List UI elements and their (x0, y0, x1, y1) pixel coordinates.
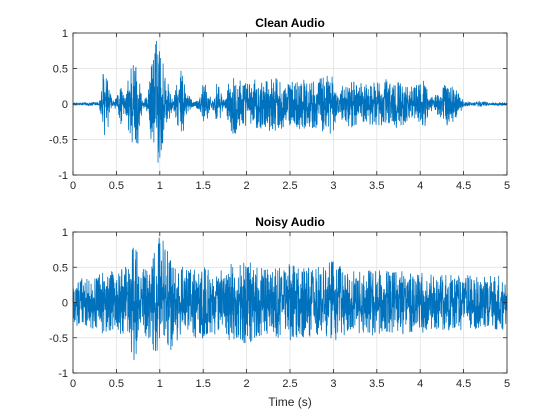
x-tick-label: 4.5 (456, 180, 471, 192)
x-tick-label: 3.5 (369, 180, 384, 192)
x-tick-label: 1.5 (196, 378, 211, 390)
x-tick-label: 4.5 (456, 378, 471, 390)
waveform-series (72, 237, 508, 361)
axes-2: 0 0.5 1 1.5 2 2.5 3 3.5 4 4.5 5 -1 -0.5 0 0.5 1 Noisy Au… (49, 215, 510, 409)
waveform-series (72, 41, 508, 163)
y-tick-label: -0.5 (49, 135, 68, 147)
x-tick-label: 0.5 (109, 378, 124, 390)
x-tick-label: 2 (244, 378, 250, 390)
y-tick-label: 1 (62, 227, 68, 239)
y-tick-label: -1 (58, 170, 68, 182)
y-tick-label: 0 (62, 99, 68, 111)
x-tick-label: 1.5 (196, 180, 211, 192)
x-tick-label: 1 (157, 378, 163, 390)
chart-title: Noisy Audio (255, 215, 325, 229)
x-tick-label: 4 (417, 180, 423, 192)
axes-1: 0 0.5 1 1.5 2 2.5 3 3.5 4 4.5 5 -1 -0.5 0 0.5 1 Clean Au… (49, 16, 510, 192)
x-tick-label: 2.5 (282, 180, 297, 192)
x-tick-label: 2 (244, 180, 250, 192)
x-tick-label: 0.5 (109, 180, 124, 192)
y-tick-label: -0.5 (49, 333, 68, 345)
x-tick-label: 0 (70, 180, 76, 192)
y-tick-label: 0 (62, 298, 68, 310)
chart-title: Clean Audio (255, 16, 325, 30)
x-tick-label: 3.5 (369, 378, 384, 390)
x-axis-label: Time (s) (268, 395, 312, 409)
x-tick-label: 0 (70, 378, 76, 390)
x-tick-label: 3 (330, 378, 336, 390)
x-tick-label: 5 (504, 378, 510, 390)
x-tick-label: 1 (157, 180, 163, 192)
x-tick-label: 2.5 (282, 378, 297, 390)
x-tick-label: 3 (330, 180, 336, 192)
y-tick-label: 0.5 (53, 262, 68, 274)
y-tick-label: 0.5 (53, 64, 68, 76)
y-tick-label: -1 (58, 368, 68, 380)
y-tick-label: 1 (62, 28, 68, 40)
x-tick-label: 5 (504, 180, 510, 192)
x-tick-label: 4 (417, 378, 423, 390)
